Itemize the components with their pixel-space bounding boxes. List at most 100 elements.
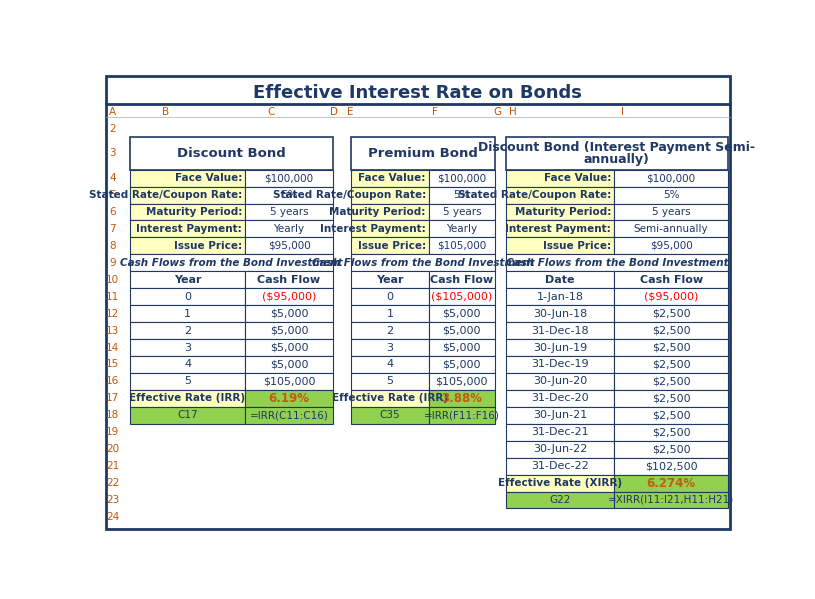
Text: $5,000: $5,000 [443, 326, 481, 335]
Text: 4: 4 [109, 173, 116, 183]
Bar [429, 322, 495, 339]
Bar [615, 390, 728, 407]
Text: Yearly: Yearly [274, 224, 305, 234]
Text: 11: 11 [106, 292, 119, 302]
Text: $105,000: $105,000 [262, 376, 315, 386]
Bar [615, 170, 728, 187]
Bar [351, 137, 495, 170]
Bar [615, 204, 728, 220]
Text: $95,000: $95,000 [650, 241, 693, 251]
Bar [245, 407, 333, 423]
Text: Discount Bond (Interest Payment Semi-: Discount Bond (Interest Payment Semi- [478, 141, 756, 154]
Text: 5: 5 [184, 376, 191, 386]
Text: $100,000: $100,000 [646, 173, 696, 183]
Text: $2,500: $2,500 [652, 394, 690, 403]
Bar [505, 356, 615, 373]
Text: 2: 2 [386, 326, 394, 335]
Text: 23: 23 [106, 495, 119, 505]
Bar [615, 220, 728, 237]
Bar [351, 288, 429, 305]
Text: Date: Date [545, 275, 575, 285]
Text: Face Value:: Face Value: [174, 173, 242, 183]
Bar [130, 137, 333, 170]
Bar [429, 170, 495, 187]
Text: $105,000: $105,000 [437, 241, 487, 251]
Text: 3: 3 [109, 149, 116, 159]
Text: $100,000: $100,000 [265, 173, 314, 183]
Bar [130, 288, 245, 305]
Text: Maturity Period:: Maturity Period: [146, 207, 242, 217]
Text: 24: 24 [106, 512, 119, 522]
Bar [351, 220, 429, 237]
Text: Premium Bond: Premium Bond [368, 147, 478, 160]
Bar [429, 390, 495, 407]
Text: Cash Flow: Cash Flow [430, 275, 493, 285]
Bar [130, 204, 245, 220]
Bar [351, 390, 429, 407]
Text: 5%: 5% [663, 190, 680, 200]
Text: 17: 17 [106, 394, 119, 403]
Bar [429, 407, 495, 423]
Text: Issue Price:: Issue Price: [543, 241, 611, 251]
Bar [351, 204, 429, 220]
Bar [615, 407, 728, 423]
Bar [130, 271, 245, 288]
Bar [130, 255, 333, 271]
Bar [615, 271, 728, 288]
Text: $5,000: $5,000 [443, 308, 481, 319]
Bar [245, 220, 333, 237]
Text: I: I [621, 107, 624, 117]
Text: $2,500: $2,500 [652, 308, 690, 319]
Bar [615, 373, 728, 390]
Text: 0: 0 [386, 292, 394, 302]
Text: 5 years: 5 years [270, 207, 308, 217]
Bar [505, 441, 615, 458]
Bar [615, 288, 728, 305]
Text: $5,000: $5,000 [443, 359, 481, 370]
Text: $2,500: $2,500 [652, 326, 690, 335]
Bar [130, 220, 245, 237]
Text: Cash Flow: Cash Flow [258, 275, 320, 285]
Text: 31-Dec-18: 31-Dec-18 [531, 326, 588, 335]
Text: 2: 2 [184, 326, 191, 335]
Text: G: G [493, 107, 501, 117]
Text: annually): annually) [584, 153, 650, 166]
Bar [245, 322, 333, 339]
Bar [130, 237, 245, 255]
Bar [351, 339, 429, 356]
Bar [505, 288, 615, 305]
Text: Interest Payment:: Interest Payment: [505, 224, 611, 234]
Text: $2,500: $2,500 [652, 359, 690, 370]
Bar [615, 305, 728, 322]
Bar [130, 339, 245, 356]
Text: 21: 21 [106, 461, 119, 471]
Text: $100,000: $100,000 [438, 173, 487, 183]
Text: 3: 3 [386, 343, 394, 353]
Bar [429, 237, 495, 255]
Text: Discount Bond: Discount Bond [177, 147, 286, 160]
Bar [130, 305, 245, 322]
Text: $105,000: $105,000 [435, 376, 488, 386]
Bar [505, 373, 615, 390]
Text: 30-Jun-20: 30-Jun-20 [533, 376, 587, 386]
Text: 15: 15 [106, 359, 119, 370]
Text: $2,500: $2,500 [652, 410, 690, 420]
Bar [351, 170, 429, 187]
Text: $5,000: $5,000 [270, 326, 308, 335]
Text: Cash Flows from the Bond Investment: Cash Flows from the Bond Investment [505, 258, 728, 268]
Bar [505, 170, 615, 187]
Bar [245, 237, 333, 255]
Bar [505, 458, 615, 474]
Text: ($105,000): ($105,000) [431, 292, 492, 302]
Text: B: B [162, 107, 169, 117]
Text: G22: G22 [549, 495, 570, 505]
Bar [245, 339, 333, 356]
Bar [615, 237, 728, 255]
Bar [245, 356, 333, 373]
Text: 3: 3 [184, 343, 191, 353]
Text: 31-Dec-20: 31-Dec-20 [531, 394, 588, 403]
Bar [245, 390, 333, 407]
Bar [130, 407, 245, 423]
Text: 2: 2 [109, 124, 116, 134]
Text: $2,500: $2,500 [652, 343, 690, 353]
